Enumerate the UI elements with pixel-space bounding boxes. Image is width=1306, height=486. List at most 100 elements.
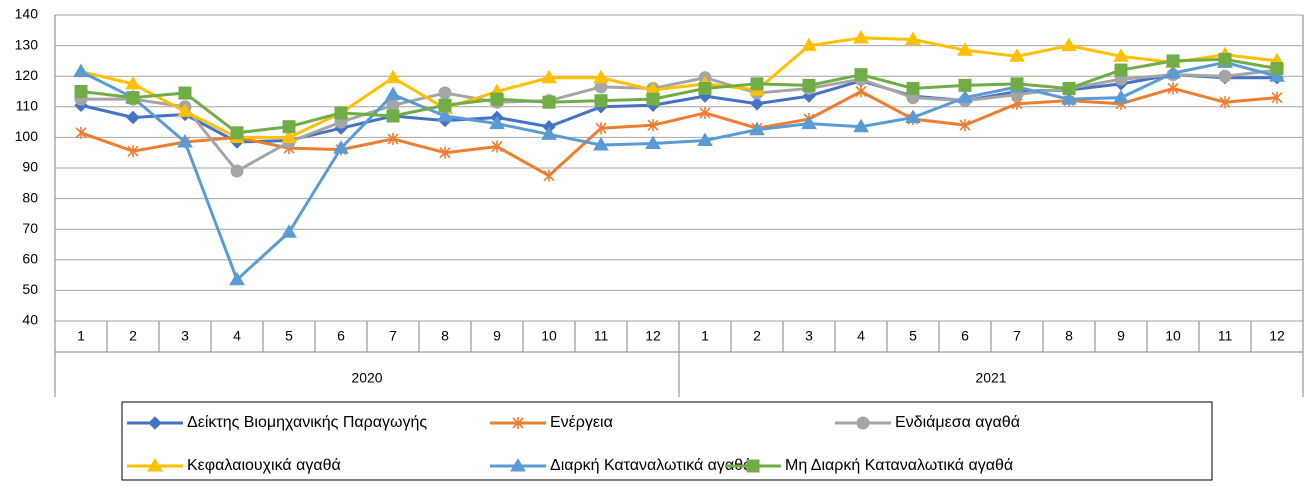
y-tick-label: 120 [15,67,39,83]
marker [959,119,971,132]
marker [906,81,920,95]
x-tick-label: 1 [77,328,85,344]
marker [1218,52,1232,66]
y-tick-label: 50 [22,281,38,297]
marker [1061,37,1077,52]
marker [439,146,451,159]
marker [386,109,400,123]
marker [74,85,88,98]
marker [333,140,349,154]
marker [543,169,555,182]
x-tick-label: 7 [1013,328,1021,344]
x-tick-label: 12 [1269,328,1285,344]
marker [957,89,973,104]
x-group-label: 2020 [351,370,382,386]
x-tick-label: 10 [541,328,557,344]
marker [1061,91,1077,105]
y-tick-label: 130 [15,36,39,52]
marker [1113,48,1129,62]
marker [802,78,816,92]
marker [646,92,660,106]
series-line [80,36,1278,139]
marker [230,164,244,178]
x-tick-label: 4 [857,328,865,344]
marker [126,91,140,105]
marker [905,109,921,124]
series-line [80,60,1278,282]
marker [281,129,297,143]
marker [595,122,607,135]
marker [1165,65,1181,79]
marker [148,416,162,430]
marker [438,98,452,112]
marker [957,42,973,56]
marker [229,271,245,286]
legend-label: Μη Διαρκή Καταναλωτικά αγαθά [785,457,1013,474]
x-tick-label: 6 [337,328,345,344]
marker [385,69,401,84]
marker [75,126,87,139]
legend-label: Δείκτης Βιομηχανικής Παραγωγής [187,414,427,431]
marker [1269,68,1285,82]
marker [699,106,711,119]
marker [746,459,760,473]
marker [510,458,526,472]
marker [1218,69,1232,83]
series-line [80,57,1278,135]
x-tick-label: 1 [701,328,709,344]
marker [125,75,141,90]
marker [334,106,348,120]
marker [437,107,453,122]
y-tick-label: 70 [22,220,38,236]
marker [905,31,921,45]
x-tick-label: 2 [129,328,137,344]
marker [697,132,713,146]
y-tick-label: 60 [22,251,38,267]
marker [645,135,661,150]
y-tick-label: 40 [22,312,38,328]
marker [491,140,503,153]
x-group-label: 2021 [975,370,1006,386]
x-tick-label: 7 [389,328,397,344]
marker [490,92,504,106]
marker [1062,81,1076,95]
marker [1009,48,1025,62]
legend-box [121,401,1213,481]
marker [1113,89,1129,104]
marker [541,126,557,140]
marker [750,77,764,91]
marker [1114,63,1128,77]
marker [593,69,609,84]
x-tick-label: 8 [441,328,449,344]
y-tick-label: 80 [22,189,38,205]
x-tick-label: 2 [753,328,761,344]
x-tick-label: 11 [594,328,609,344]
marker [541,69,557,84]
x-tick-label: 3 [181,328,189,344]
marker [385,86,401,101]
legend-label: Διαρκή Καταναλωτικά αγαθά [550,457,752,474]
marker [177,133,193,148]
marker [1270,62,1284,76]
series-line [80,73,1277,144]
marker [178,86,192,100]
marker [647,119,659,132]
marker [750,97,764,111]
y-tick-label: 140 [15,6,39,22]
marker [1166,54,1180,68]
marker [177,103,193,117]
x-tick-label: 5 [285,328,293,344]
marker [749,121,765,136]
marker [386,98,400,112]
marker [127,145,139,158]
marker [1219,96,1231,109]
x-tick-label: 8 [1065,328,1073,344]
marker [387,132,399,145]
marker [126,110,140,125]
x-tick-label: 10 [1165,328,1181,344]
marker [542,95,556,109]
legend-label: Ενδιάμεσα αγαθά [895,414,1020,431]
marker [147,458,163,472]
marker [512,417,524,429]
